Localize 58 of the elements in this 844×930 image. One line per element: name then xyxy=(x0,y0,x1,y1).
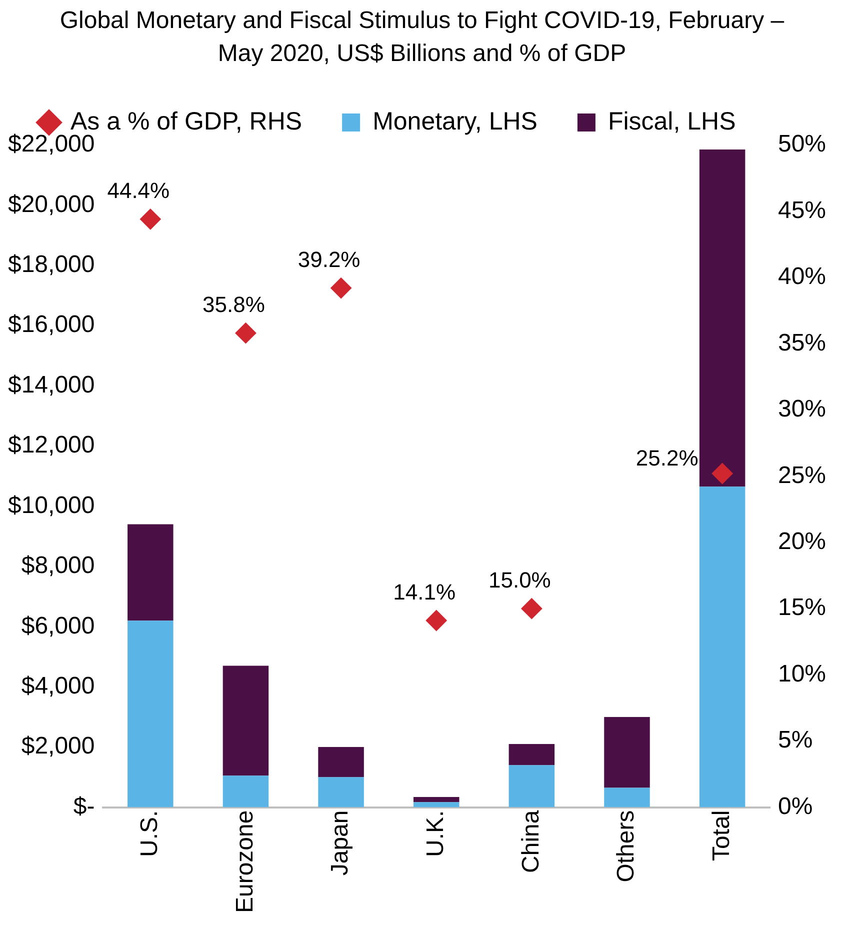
y-tick-label: $6,000 xyxy=(21,612,95,640)
y-tick-label: $18,000 xyxy=(8,251,95,278)
y2-tick-label: 5% xyxy=(778,726,813,754)
data-label: 35.8% xyxy=(202,292,265,318)
y2-tick-label: 40% xyxy=(778,263,826,290)
y2-tick-label: 50% xyxy=(778,130,826,158)
bar xyxy=(699,486,746,808)
point xyxy=(330,278,352,299)
y-tick-label: $4,000 xyxy=(21,672,95,700)
y-tick-label: $2,000 xyxy=(21,732,95,760)
x-tick-label: Japan xyxy=(326,810,354,876)
x-tick-label: U.K. xyxy=(422,810,449,857)
y-tick-label: $8,000 xyxy=(21,552,95,580)
y2-tick-label: 10% xyxy=(778,660,826,688)
bar xyxy=(222,776,269,808)
y-tick-label: $10,000 xyxy=(8,492,95,519)
y-tick-label: $14,000 xyxy=(8,371,95,398)
bar xyxy=(508,744,555,766)
legend-label: Fiscal, LHS xyxy=(608,107,736,136)
x-tick-label: Eurozone xyxy=(231,810,258,914)
bar xyxy=(222,666,269,776)
y2-tick-label: 15% xyxy=(778,594,826,622)
point xyxy=(426,610,447,632)
data-label: 15.0% xyxy=(488,568,551,593)
bar xyxy=(318,747,364,778)
point xyxy=(140,208,161,230)
y-tick-label: $- xyxy=(73,792,95,820)
bar xyxy=(413,797,460,802)
x-tick-label: Others xyxy=(612,810,640,882)
bar xyxy=(413,802,460,808)
y2-tick-label: 45% xyxy=(778,196,826,224)
bar xyxy=(318,777,364,808)
y-tick-label: $20,000 xyxy=(8,190,95,218)
bar xyxy=(604,788,650,808)
y2-tick-label: 0% xyxy=(778,792,813,820)
point xyxy=(235,322,256,344)
y2-tick-label: 35% xyxy=(778,329,826,356)
x-tick-label: Total xyxy=(708,810,735,861)
y2-tick-label: 25% xyxy=(778,462,826,489)
legend-label: Monetary, LHS xyxy=(372,107,538,136)
x-tick-label: China xyxy=(517,810,544,873)
data-label: 25.2% xyxy=(636,446,698,471)
y2-tick-label: 30% xyxy=(778,396,826,423)
data-label: 39.2% xyxy=(298,247,360,272)
data-label: 44.4% xyxy=(107,178,170,204)
chart-title: Global Monetary and Fiscal Stimulus to Fight COVID-19, February – May 2020, US$ Billions and % of GDP xyxy=(58,6,786,69)
point xyxy=(712,462,733,484)
bar xyxy=(128,524,174,621)
bar xyxy=(699,150,746,487)
x-tick-label: U.S. xyxy=(136,810,164,857)
y-tick-label: $16,000 xyxy=(8,311,95,338)
y-tick-label: $12,000 xyxy=(8,432,95,459)
data-label: 14.1% xyxy=(393,580,456,605)
bar xyxy=(128,620,174,808)
y2-tick-label: 20% xyxy=(778,528,826,555)
point xyxy=(521,598,542,620)
bar xyxy=(604,716,650,788)
bar xyxy=(508,765,555,808)
